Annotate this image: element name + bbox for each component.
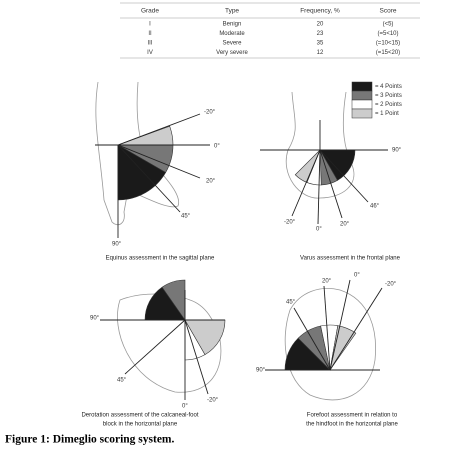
angle-label: 20° xyxy=(340,222,350,228)
legend-label: = 4 Points xyxy=(375,84,402,90)
legend-label: = 3 Points xyxy=(375,93,402,99)
angle-label: 45° xyxy=(117,378,127,384)
angle-label: 90° xyxy=(392,148,402,154)
angle-label: 90° xyxy=(90,316,100,322)
angle-label: 0° xyxy=(316,227,322,233)
legend-label: = 2 Points xyxy=(375,102,402,108)
ray xyxy=(329,279,351,371)
angle-label: -20° xyxy=(385,282,397,288)
ray xyxy=(323,285,331,371)
table-header: Frequency, % xyxy=(300,8,340,15)
table-cell: I xyxy=(149,22,151,28)
labels: -20° 0° 20° 45° 90° Equinus assessment i… xyxy=(81,110,401,428)
legend-label: = 1 Point xyxy=(375,111,399,117)
angle-label: -20° xyxy=(204,110,216,116)
ray xyxy=(317,149,321,225)
wedges xyxy=(95,113,388,400)
table-cell: (<5) xyxy=(383,22,394,28)
table-cell: Moderate xyxy=(219,31,245,37)
table-header: Grade xyxy=(141,8,159,15)
table: Grade Type Frequency, % Score I Benign 20 (<5) I… xyxy=(120,2,420,59)
diagram-caption: Equinus assessment in the sagittal plane xyxy=(106,256,215,262)
legend-swatch xyxy=(351,81,373,92)
diagram-caption: Derotation assessment of the calcaneal-f… xyxy=(81,413,198,419)
ray xyxy=(291,149,321,217)
table-cell: (=5<10) xyxy=(377,31,398,37)
ray xyxy=(124,319,186,375)
diagram-caption: the hindfoot in the horizontal plane xyxy=(306,422,398,428)
diagram-caption: Forefoot assessment in relation to xyxy=(307,413,398,419)
legend-swatch xyxy=(351,108,373,119)
angle-label: 0° xyxy=(214,144,220,150)
wedge xyxy=(161,279,186,321)
angle-label: 45° xyxy=(181,214,191,220)
table-cell: Severe xyxy=(222,41,242,47)
table-cell: II xyxy=(148,31,152,37)
angle-label: 0° xyxy=(182,404,188,410)
wedge xyxy=(294,149,321,183)
ray xyxy=(319,149,369,203)
angle-label: 20° xyxy=(322,279,332,285)
angle-label: -20° xyxy=(284,220,296,226)
table-cell: (=15<20) xyxy=(376,50,400,56)
angle-label: 90° xyxy=(256,368,266,374)
angle-label: 90° xyxy=(112,242,122,248)
ray xyxy=(319,149,343,219)
table-header: Type xyxy=(225,8,239,15)
ray xyxy=(117,144,181,213)
angle-label: -20° xyxy=(207,398,219,404)
angle-label: 46° xyxy=(370,204,380,210)
legend-swatch xyxy=(351,90,373,101)
table-cell: 23 xyxy=(317,31,324,37)
table-cell: Benign xyxy=(223,22,242,28)
wedge xyxy=(329,325,357,371)
angle-label: 45° xyxy=(286,300,296,306)
table-cell: Very severe xyxy=(216,50,248,56)
table-header: Score xyxy=(380,8,397,15)
legend-swatch xyxy=(351,99,373,110)
table-cell: 35 xyxy=(317,41,324,47)
legend: = 4 Points = 3 Points = 2 Points = 1 Poi… xyxy=(351,81,402,119)
table-cell: (=10<15) xyxy=(376,41,400,47)
ray xyxy=(293,307,331,371)
ray xyxy=(117,113,201,146)
table-cell: IV xyxy=(147,50,153,56)
diagram-caption: block in the horizontal plane xyxy=(103,422,178,428)
angle-label: 20° xyxy=(206,179,216,185)
table-cell: 20 xyxy=(317,22,324,28)
table-cell: III xyxy=(147,41,152,47)
diagram-caption: Varus assessment in the frontal plane xyxy=(300,256,401,262)
ray xyxy=(117,144,201,179)
figure-caption: Figure 1: Dimeglio scoring system. xyxy=(5,434,175,446)
ray xyxy=(329,287,383,371)
angle-label: 0° xyxy=(354,273,360,279)
wedge xyxy=(117,144,167,201)
table-cell: 12 xyxy=(317,50,324,56)
ray xyxy=(184,319,209,395)
